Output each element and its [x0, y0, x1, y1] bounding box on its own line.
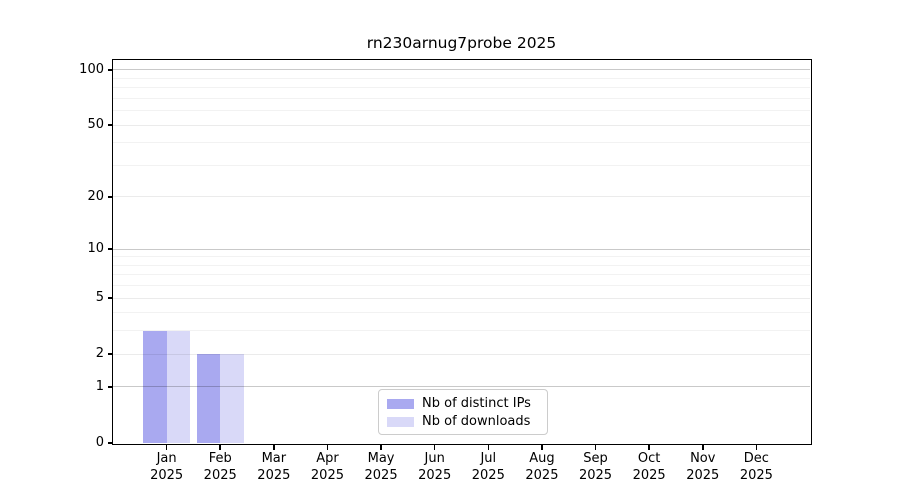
- y-tick-50: [108, 124, 113, 126]
- gridline-minor-30: [113, 164, 810, 166]
- x-tick-month: Jan: [156, 451, 177, 466]
- gridline-minor-90: [113, 77, 810, 79]
- x-tick-month: Feb: [208, 451, 232, 466]
- x-tick-may: [380, 444, 382, 450]
- gridline-minor-60: [113, 110, 810, 112]
- y-tick-5: [108, 297, 113, 299]
- x-tick-month: Jul: [480, 451, 497, 466]
- gridline-major-20: [113, 196, 810, 198]
- gridline-major-5: [113, 297, 810, 299]
- legend-swatch-downloads: [387, 417, 414, 427]
- x-tick-label-may: May 2025: [351, 451, 411, 484]
- x-tick-year: 2025: [150, 467, 184, 483]
- x-tick-jun: [433, 444, 436, 450]
- plot-area: [113, 60, 810, 443]
- x-tick-month: Sep: [583, 451, 608, 466]
- y-tick-label-100: 100: [79, 61, 104, 77]
- gridline-major-2: [113, 353, 810, 355]
- x-tick-label-apr: Apr 2025: [297, 451, 357, 484]
- x-tick-year: 2025: [578, 467, 613, 483]
- y-tick-label-50: 50: [87, 117, 104, 133]
- legend-label-downloads: Nb of downloads: [422, 414, 531, 429]
- gridline-minor-70: [113, 97, 810, 99]
- x-tick-month: Apr: [316, 451, 339, 466]
- x-tick-oct: [648, 444, 650, 450]
- bar-distinct-ips-feb: [196, 354, 221, 443]
- x-tick-label-nov: Nov 2025: [673, 451, 733, 484]
- x-tick-apr: [326, 444, 329, 450]
- chart-title: rn230arnug7probe 2025: [366, 34, 557, 52]
- gridline-minor-4: [113, 312, 810, 314]
- y-tick-20: [108, 196, 113, 198]
- y-tick-1: [108, 386, 113, 388]
- bar-downloads-feb: [220, 354, 244, 443]
- gridline-major-50: [113, 124, 810, 126]
- x-tick-year: 2025: [686, 467, 720, 483]
- x-tick-aug: [541, 444, 543, 450]
- x-tick-month: Jun: [424, 451, 445, 466]
- x-tick-jul: [487, 444, 490, 450]
- x-tick-label-dec: Dec 2025: [726, 451, 786, 484]
- gridline-minor-9: [113, 256, 810, 258]
- x-tick-year: 2025: [471, 467, 505, 483]
- y-tick-0: [108, 442, 113, 444]
- gridline-minor-3: [113, 330, 810, 332]
- x-tick-label-jun: Jun 2025: [405, 451, 465, 484]
- x-tick-year: 2025: [418, 467, 452, 483]
- bar-downloads-jan: [166, 330, 191, 443]
- x-tick-jan: [165, 444, 168, 450]
- x-tick-year: 2025: [203, 467, 237, 483]
- y-tick-label-20: 20: [87, 188, 104, 204]
- legend-item-downloads: Nb of downloads: [387, 413, 539, 431]
- legend-label-distinct-ips: Nb of distinct IPs: [422, 396, 531, 411]
- x-tick-sep: [594, 444, 597, 450]
- x-tick-label-oct: Oct 2025: [619, 451, 679, 484]
- x-tick-year: 2025: [525, 467, 559, 483]
- x-tick-year: 2025: [364, 467, 398, 483]
- x-tick-year: 2025: [632, 467, 666, 483]
- x-tick-month: Dec: [743, 451, 769, 466]
- x-tick-label-sep: Sep 2025: [566, 451, 626, 484]
- x-tick-dec: [755, 444, 758, 450]
- y-tick-2: [108, 353, 113, 355]
- x-tick-year: 2025: [257, 467, 291, 483]
- legend-swatch-distinct-ips: [387, 399, 414, 409]
- x-tick-month: Oct: [637, 451, 661, 466]
- y-tick-label-2: 2: [95, 346, 104, 362]
- legend-item-distinct-ips: Nb of distinct IPs: [387, 395, 539, 413]
- y-tick-label-10: 10: [87, 241, 104, 257]
- y-tick-label-0: 0: [95, 435, 104, 450]
- x-tick-label-jul: Jul 2025: [458, 451, 518, 484]
- gridline-major-10: [113, 248, 810, 250]
- y-tick-10: [108, 248, 113, 250]
- x-tick-label-mar: Mar 2025: [244, 451, 304, 484]
- x-tick-label-feb: Feb 2025: [190, 451, 250, 484]
- gridline-minor-40: [113, 142, 810, 144]
- x-tick-label-jan: Jan 2025: [137, 451, 197, 484]
- gridline-major-1: [113, 386, 810, 388]
- x-tick-year: 2025: [310, 467, 344, 483]
- x-tick-month: Aug: [529, 451, 555, 466]
- bar-distinct-ips-jan: [143, 330, 167, 443]
- x-tick-month: May: [367, 451, 395, 466]
- x-tick-label-aug: Aug 2025: [512, 451, 572, 484]
- y-tick-label-1: 1: [95, 378, 104, 394]
- x-tick-nov: [702, 444, 704, 450]
- y-tick-100: [108, 69, 113, 71]
- gridline-major-100: [113, 69, 810, 71]
- x-tick-feb: [219, 444, 221, 450]
- gridline-minor-80: [113, 87, 810, 89]
- x-tick-month: Nov: [690, 451, 716, 466]
- gridline-minor-8: [113, 264, 810, 266]
- x-tick-year: 2025: [739, 467, 773, 483]
- x-tick-month: Mar: [261, 451, 287, 466]
- gridline-minor-7: [113, 274, 810, 276]
- y-tick-label-5: 5: [95, 290, 104, 306]
- gridline-minor-6: [113, 285, 810, 287]
- x-tick-mar: [273, 444, 275, 450]
- legend: Nb of distinct IPs Nb of downloads: [378, 389, 548, 435]
